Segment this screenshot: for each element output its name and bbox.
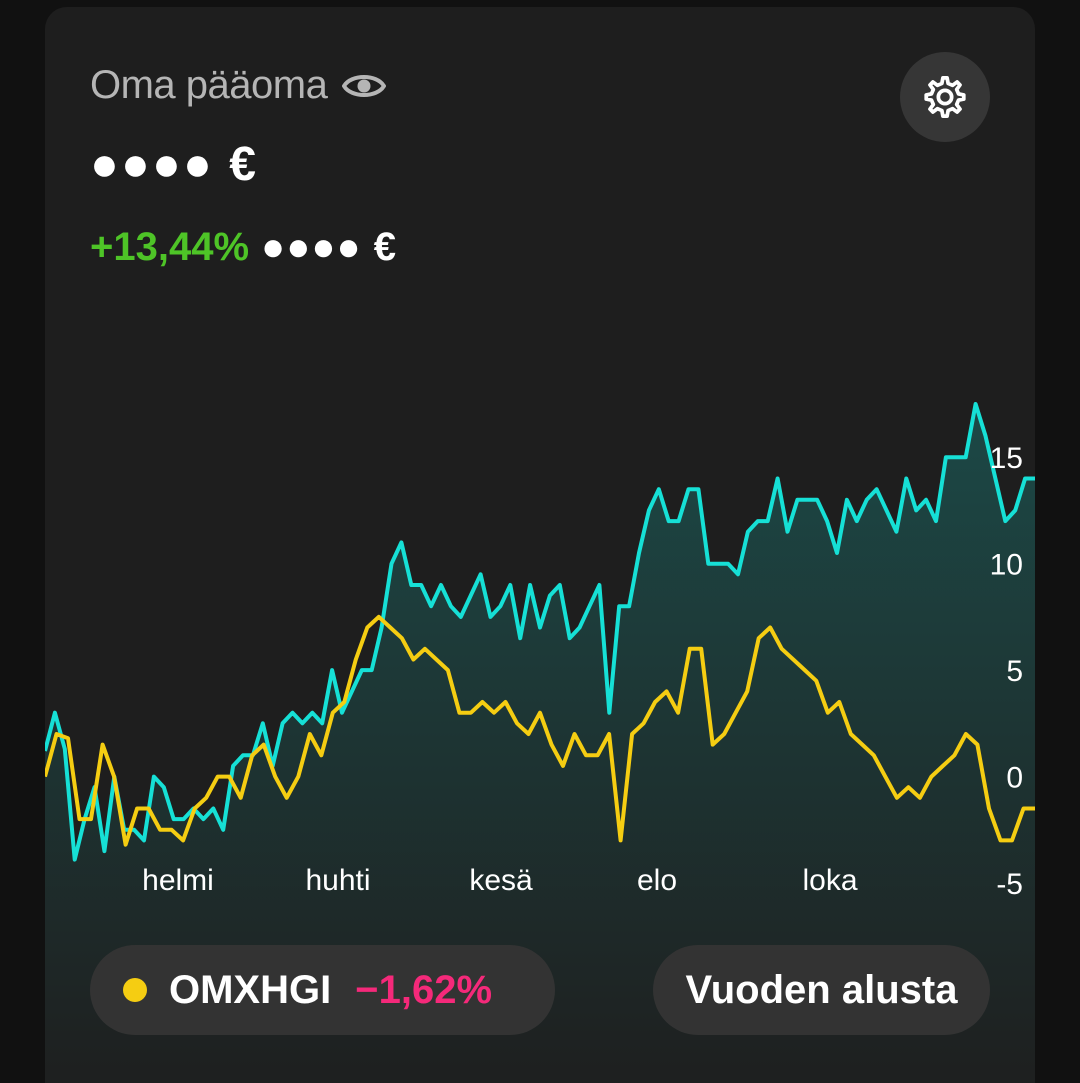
benchmark-name: OMXHGI [169, 967, 332, 1012]
x-tick-label: huhti [305, 864, 370, 897]
title-row: Oma pääoma [90, 63, 387, 108]
y-tick-label: 0 [1006, 762, 1023, 795]
period-button[interactable]: Vuoden alusta [653, 945, 990, 1035]
performance-chart[interactable]: helmi huhti kesä elo loka 15 10 5 0 -5 [45, 7, 1035, 1083]
y-tick-label: 15 [990, 442, 1023, 475]
gear-icon [920, 72, 970, 122]
y-tick-label: 10 [990, 549, 1023, 582]
benchmark-series-line [45, 614, 1035, 847]
x-tick-label: kesä [469, 864, 533, 897]
x-tick-label: loka [802, 864, 857, 897]
page-title: Oma pääoma [90, 63, 328, 107]
eye-icon[interactable] [341, 70, 387, 102]
portfolio-area [45, 404, 1035, 1083]
x-tick-label: helmi [142, 864, 214, 897]
benchmark-selector[interactable]: OMXHGI −1,62% [90, 945, 555, 1035]
portfolio-card: Oma pääoma ●●●● € +13,44% ●●●● € [45, 7, 1035, 1083]
benchmark-change: −1,62% [355, 967, 493, 1012]
balance-value: ●●●● € [90, 138, 258, 191]
settings-button[interactable] [900, 52, 990, 142]
portfolio-series-line [45, 402, 1035, 862]
benchmark-dot [123, 978, 147, 1002]
period-label: Vuoden alusta [685, 967, 958, 1012]
change-amount: ●●●● € [261, 225, 398, 269]
y-tick-label: 5 [1006, 655, 1023, 688]
y-tick-label: -5 [996, 868, 1023, 901]
change-percent: +13,44% [90, 225, 250, 269]
change-row: +13,44% ●●●● € [90, 225, 397, 270]
x-tick-label: elo [637, 864, 677, 897]
